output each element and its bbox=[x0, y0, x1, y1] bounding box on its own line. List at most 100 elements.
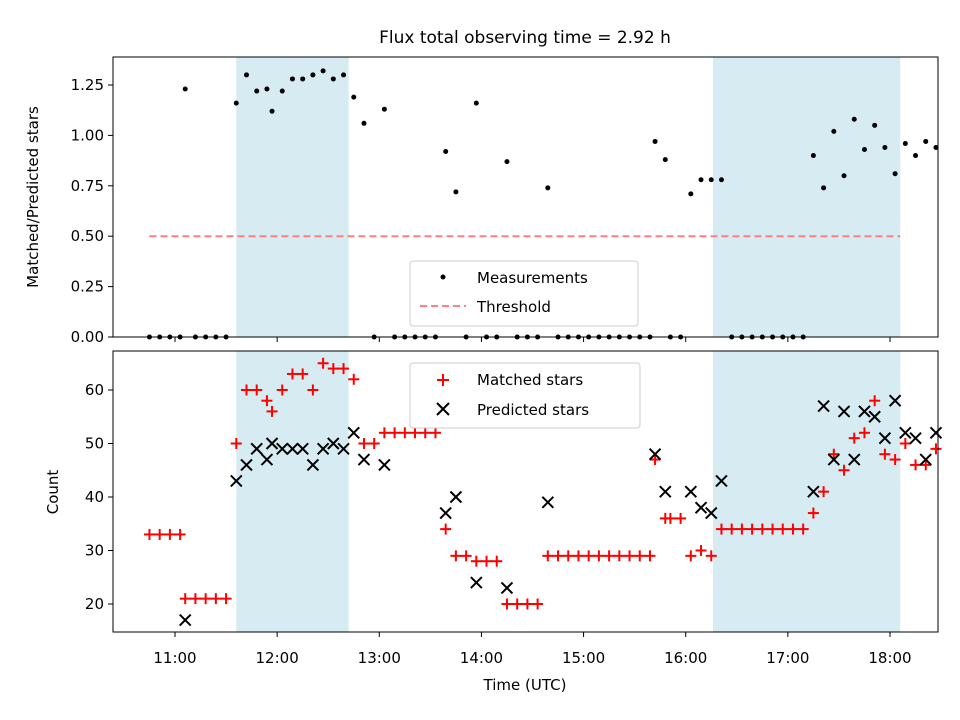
matched-star-point bbox=[338, 363, 350, 375]
predicted-star-point bbox=[909, 431, 922, 445]
predicted-star-point bbox=[316, 442, 330, 456]
predicted-star-stroke-b bbox=[260, 453, 274, 466]
measurement-point bbox=[851, 116, 857, 122]
matched-star-point bbox=[572, 550, 584, 562]
predicted-star-point bbox=[848, 453, 861, 466]
bottom-legend: Matched stars Predicted stars bbox=[409, 362, 641, 429]
matched-star-point bbox=[389, 427, 401, 439]
predicted-star-point bbox=[684, 485, 698, 498]
top-y-tick-label: 1.25 bbox=[71, 76, 104, 94]
measurement-point bbox=[810, 153, 816, 159]
measurement-point bbox=[688, 191, 694, 197]
matched-star-point bbox=[481, 555, 493, 567]
predicted-star-point bbox=[378, 458, 391, 472]
matched-star-point bbox=[736, 523, 748, 535]
matched-star-point bbox=[491, 555, 503, 567]
measurement-point bbox=[872, 122, 878, 128]
matched-star-point bbox=[777, 523, 789, 535]
predicted-star-stroke-b bbox=[541, 496, 555, 509]
measurement-point bbox=[279, 88, 285, 94]
matched-star-point bbox=[174, 528, 186, 540]
matched-star-point bbox=[889, 454, 901, 466]
predicted-star-stroke-b bbox=[276, 442, 289, 456]
predicted-star-stroke-b bbox=[327, 437, 340, 450]
matched-star-point bbox=[297, 368, 309, 380]
measurement-point bbox=[453, 189, 459, 195]
predicted-star-point bbox=[276, 442, 289, 456]
matched-star-point bbox=[230, 438, 242, 449]
matched-star-point bbox=[583, 550, 595, 562]
bottom-x-tick-label: 12:00 bbox=[256, 649, 299, 667]
measurement-point bbox=[473, 100, 479, 106]
predicted-star-stroke-b bbox=[899, 426, 912, 440]
predicted-star-stroke-b bbox=[250, 442, 263, 456]
matched-star-point bbox=[634, 550, 646, 562]
predicted-star-point bbox=[179, 613, 192, 627]
top-shaded-regions bbox=[236, 57, 901, 337]
matched-star-point bbox=[470, 555, 482, 567]
bottom-y-tick-label: 40 bbox=[85, 488, 104, 506]
matched-star-point bbox=[930, 443, 942, 455]
top-panel: Flux total observing time = 2.92 h 0.000… bbox=[24, 28, 939, 346]
top-legend-box bbox=[409, 260, 639, 327]
predicted-star-point bbox=[439, 506, 452, 520]
predicted-star-point bbox=[327, 437, 340, 450]
predicted-star-stroke-b bbox=[848, 453, 861, 466]
matched-star-point bbox=[409, 427, 421, 439]
measurement-point bbox=[841, 173, 847, 179]
predicted-star-stroke-b bbox=[439, 506, 452, 520]
measurement-point bbox=[341, 72, 347, 78]
matched-star-point bbox=[348, 373, 360, 385]
matched-star-point bbox=[593, 550, 605, 562]
bottom-panel: 20 30 40 50 60 11:00 12:00 13:00 14:00 15:00 16:0… bbox=[44, 350, 943, 694]
predicted-star-stroke-b bbox=[296, 442, 309, 456]
measurement-point bbox=[443, 149, 449, 155]
predicted-star-point bbox=[286, 442, 299, 456]
predicted-star-point bbox=[265, 437, 279, 450]
measurement-point bbox=[882, 144, 888, 150]
predicted-star-stroke-b bbox=[868, 410, 881, 423]
matched-star-point bbox=[307, 384, 319, 396]
predicted-star-stroke-b bbox=[659, 485, 672, 498]
predicted-star-point bbox=[705, 506, 718, 520]
predicted-star-point bbox=[230, 474, 243, 488]
bottom-x-ticks: 11:00 12:00 13:00 14:00 15:00 16:00 17:00 18:00 bbox=[153, 632, 912, 667]
predicted-star-stroke-b bbox=[684, 485, 698, 498]
matched-star-point bbox=[460, 550, 472, 562]
measurement-point bbox=[300, 76, 306, 82]
bottom-x-tick-label: 13:00 bbox=[358, 649, 401, 667]
matched-star-point bbox=[143, 528, 155, 540]
bottom-x-tick-label: 14:00 bbox=[460, 649, 503, 667]
predicted-star-stroke-b bbox=[878, 431, 892, 445]
predicted-star-stroke-b bbox=[179, 613, 192, 627]
matched-star-point bbox=[378, 427, 390, 439]
predicted-star-stroke-b bbox=[807, 485, 820, 498]
matched-star-point bbox=[869, 395, 881, 407]
matched-star-point bbox=[286, 368, 298, 380]
matched-star-point bbox=[317, 357, 329, 369]
matched-star-point bbox=[189, 593, 201, 605]
predicted-legend-label: Predicted stars bbox=[477, 401, 589, 419]
matched-star-point bbox=[756, 523, 768, 535]
predicted-star-point bbox=[260, 453, 274, 466]
matched-star-point bbox=[532, 598, 544, 610]
top-shaded-region-0 bbox=[236, 57, 349, 337]
top-x-ticks bbox=[174, 337, 891, 342]
predicted-star-stroke-b bbox=[286, 442, 299, 456]
predicted-star-point bbox=[817, 399, 830, 413]
bottom-y-axis-label: Count bbox=[44, 470, 62, 515]
predicted-star-point bbox=[659, 485, 672, 498]
bottom-data-points bbox=[143, 357, 943, 627]
predicted-star-point bbox=[347, 426, 360, 440]
matched-star-point bbox=[746, 523, 758, 535]
bottom-x-tick-label: 16:00 bbox=[664, 649, 707, 667]
predicted-star-stroke-b bbox=[470, 576, 483, 589]
measurement-point bbox=[182, 86, 188, 92]
matched-star-point bbox=[726, 523, 738, 535]
matched-star-point bbox=[164, 528, 176, 540]
measurement-point bbox=[913, 153, 919, 159]
predicted-star-stroke-b bbox=[817, 399, 830, 413]
bottom-shaded-region-1 bbox=[712, 351, 901, 632]
measurement-point bbox=[933, 144, 939, 150]
